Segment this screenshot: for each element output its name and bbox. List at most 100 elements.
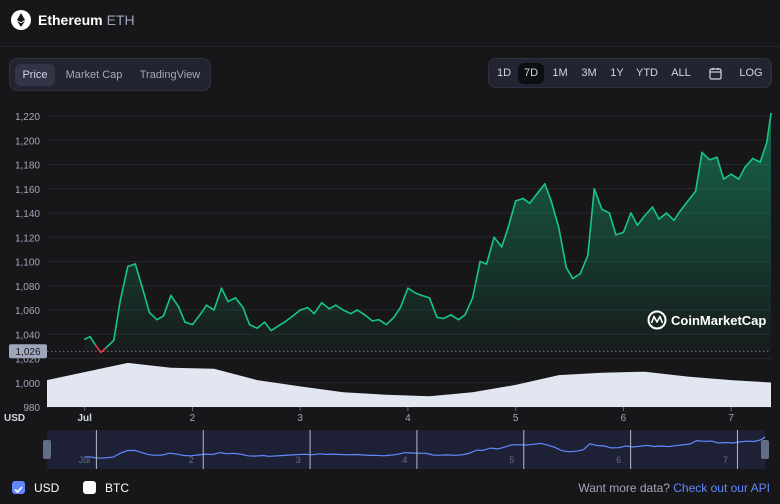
price-line-segment — [148, 311, 158, 321]
range-7d[interactable]: 7D — [518, 63, 544, 84]
tab-tradingview[interactable]: TradingView — [139, 69, 201, 81]
tab-market-cap[interactable]: Market Cap — [65, 69, 123, 81]
range-log[interactable]: LOG — [739, 67, 763, 79]
volume-area — [47, 362, 771, 407]
range-1m[interactable]: 1M — [552, 67, 568, 79]
navigator-line — [84, 436, 766, 459]
coin-title: Ethereum ETH — [38, 12, 135, 28]
price-line — [83, 112, 772, 354]
range-ytd[interactable]: YTD — [636, 67, 658, 79]
price-line-segment — [464, 297, 474, 316]
price-line-segment — [615, 231, 625, 236]
range-3m[interactable]: 3M — [581, 67, 597, 79]
price-line-segment — [658, 212, 668, 220]
price-line-segment — [242, 306, 251, 326]
price-line-segment — [313, 301, 323, 315]
navigator-background — [47, 430, 765, 469]
api-link[interactable]: Check out our API — [673, 481, 770, 495]
price-line-segment — [377, 318, 388, 326]
price-line-segment — [622, 212, 632, 234]
navigator-tick-label: 6 — [616, 455, 621, 465]
price-line-segment — [428, 297, 438, 319]
price-line-segment — [399, 287, 409, 309]
price-line-segment — [608, 212, 617, 236]
x-axis: Jul 2 3 4 5 6 7 — [77, 407, 734, 424]
y-tick-label: 1,180 — [15, 161, 40, 172]
price-line-segment — [184, 321, 194, 326]
x-tick-label: 4 — [405, 413, 411, 424]
y-tick-label: 1,220 — [15, 112, 40, 123]
price-line-segment — [759, 141, 768, 163]
price-line-segment — [134, 263, 143, 287]
price-line-segment — [744, 157, 754, 168]
y-tick-label: 1,060 — [15, 306, 40, 317]
price-line-segment — [141, 284, 151, 314]
price-line-segment — [528, 192, 539, 205]
navigator-tick-label: 4 — [402, 455, 407, 465]
price-line-segment — [665, 212, 675, 222]
navigator-tick-label: 7 — [723, 455, 728, 465]
price-line-segment — [479, 260, 488, 265]
price-line-segment — [248, 323, 258, 330]
price-line-segment — [127, 263, 137, 268]
price-line-segment — [694, 151, 703, 192]
navigator-tick-label: 5 — [509, 455, 514, 465]
x-tick-label: 5 — [513, 413, 519, 424]
price-line-segment — [256, 321, 266, 330]
navigator-right-handle[interactable] — [761, 440, 769, 459]
range-calendar[interactable] — [702, 63, 728, 84]
navigator-left-handle[interactable] — [43, 440, 51, 459]
price-line-segment — [687, 190, 697, 202]
range-navigator[interactable]: Jul 2 3 4 5 6 7 — [43, 430, 769, 469]
btc-checkbox[interactable] — [83, 481, 96, 494]
price-line-segment — [737, 166, 746, 180]
price-line-segment — [349, 309, 359, 315]
price-line-segment — [170, 294, 180, 308]
usd-checkbox[interactable] — [12, 481, 25, 494]
coin-name: Ethereum — [38, 12, 103, 28]
usd-label: USD — [34, 481, 60, 495]
range-1y[interactable]: 1Y — [610, 67, 624, 79]
price-line-segment — [442, 314, 452, 320]
price-line-segment — [291, 309, 302, 317]
y-tick-label: 1,020 — [15, 355, 40, 366]
price-line-segment — [716, 156, 725, 180]
price-line-segment — [630, 212, 639, 226]
price-line-segment — [205, 304, 215, 311]
time-range-selector: 1D 7D 1M 3M 1Y YTD ALL LOG — [488, 58, 772, 88]
coin-symbol: ETH — [106, 12, 135, 28]
price-line-segment — [722, 173, 732, 180]
range-1d[interactable]: 1D — [496, 67, 512, 79]
price-line-segment — [500, 226, 509, 248]
price-line-segment — [371, 318, 380, 322]
price-line-segment — [277, 320, 288, 327]
price-line-segment — [299, 306, 309, 311]
price-area — [84, 113, 771, 353]
tab-price[interactable]: Price — [15, 64, 55, 86]
price-line-segment — [557, 226, 568, 269]
price-area-fill — [84, 113, 771, 353]
range-all[interactable]: ALL — [671, 67, 691, 79]
price-line-segment — [421, 294, 431, 299]
price-line-segment — [536, 183, 546, 195]
price-line-segment — [571, 272, 582, 280]
x-tick-label: Jul — [77, 413, 92, 424]
price-line-segment — [320, 301, 331, 310]
price-line-segment — [156, 315, 165, 321]
volume-shape — [47, 362, 771, 407]
price-line-segment — [213, 287, 223, 311]
chart-type-tabs: Price Market Cap TradingView — [9, 58, 211, 91]
price-line-segment — [457, 314, 466, 321]
price-line-segment — [334, 304, 345, 311]
price-line-segment — [701, 151, 711, 161]
y-tick-label: 1,100 — [15, 258, 40, 269]
navigator-tick-label: 3 — [296, 455, 301, 465]
coinmarketcap-logo-icon — [650, 315, 664, 324]
price-line-segment — [227, 297, 237, 303]
price-line-segment — [730, 173, 740, 180]
price-line-segment — [514, 197, 525, 202]
price-line-segment — [393, 306, 402, 319]
price-line-segment — [328, 304, 337, 310]
y-tick-label: 1,080 — [15, 282, 40, 293]
